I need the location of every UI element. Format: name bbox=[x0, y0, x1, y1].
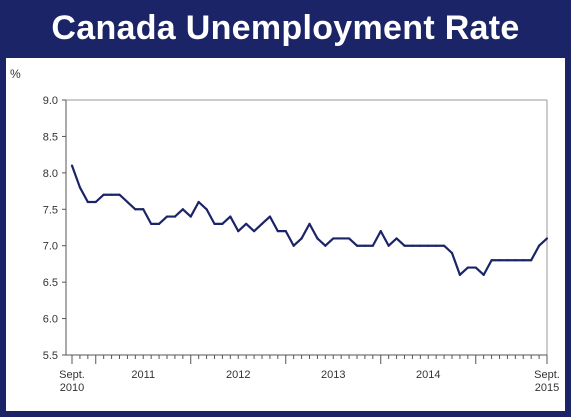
data-point bbox=[371, 244, 374, 247]
data-point bbox=[245, 222, 248, 225]
data-point bbox=[126, 200, 129, 204]
data-point bbox=[221, 222, 224, 225]
data-point bbox=[237, 230, 240, 233]
data-point bbox=[545, 237, 549, 240]
y-tick-label: 6.5 bbox=[43, 277, 58, 289]
data-point bbox=[173, 215, 177, 218]
data-point bbox=[435, 244, 438, 247]
chart-title: Canada Unemployment Rate bbox=[51, 8, 520, 47]
title-banner: Canada Unemployment Rate bbox=[0, 0, 571, 56]
data-point bbox=[197, 200, 200, 204]
x-tick-label: Sept. bbox=[534, 369, 560, 381]
data-point bbox=[355, 244, 359, 247]
y-tick-label: 6.0 bbox=[43, 314, 58, 326]
data-point bbox=[340, 237, 343, 240]
data-point bbox=[94, 200, 97, 204]
data-point bbox=[427, 244, 430, 247]
data-point bbox=[157, 222, 161, 225]
y-axis-unit-label: % bbox=[10, 67, 21, 81]
data-point bbox=[395, 237, 398, 240]
data-point bbox=[466, 266, 469, 269]
data-point bbox=[442, 244, 446, 247]
x-tick-label: 2012 bbox=[226, 369, 250, 381]
data-point bbox=[419, 244, 422, 247]
data-point bbox=[229, 215, 232, 218]
data-point bbox=[324, 244, 327, 247]
data-point bbox=[490, 259, 493, 262]
data-point bbox=[213, 222, 216, 225]
x-tick-sublabel: 2010 bbox=[60, 382, 84, 394]
x-tick-sublabel: 2015 bbox=[535, 382, 559, 394]
data-point bbox=[252, 230, 256, 233]
y-tick-label: 8.5 bbox=[43, 131, 58, 143]
data-point bbox=[276, 230, 279, 233]
data-point bbox=[142, 208, 145, 211]
data-point bbox=[403, 244, 406, 247]
data-point bbox=[514, 259, 517, 262]
data-point bbox=[86, 200, 89, 204]
data-point bbox=[522, 259, 525, 262]
data-point bbox=[498, 259, 501, 262]
data-point bbox=[292, 244, 295, 247]
x-tick-label: Sept. bbox=[59, 369, 85, 381]
data-point bbox=[332, 237, 335, 240]
unemployment-rate-line bbox=[70, 165, 548, 276]
data-point bbox=[387, 244, 390, 247]
data-point bbox=[284, 230, 287, 233]
y-tick-label: 5.5 bbox=[43, 350, 58, 362]
data-point bbox=[379, 230, 382, 233]
y-tick-label: 9.0 bbox=[43, 95, 58, 107]
data-point bbox=[110, 193, 113, 196]
y-tick-label: 7.5 bbox=[43, 204, 58, 216]
data-point bbox=[300, 237, 303, 240]
data-point bbox=[205, 208, 208, 211]
x-tick-label: 2014 bbox=[416, 369, 440, 381]
data-point bbox=[308, 222, 311, 225]
data-point bbox=[150, 222, 153, 225]
data-point bbox=[530, 259, 533, 262]
y-tick-label: 8.0 bbox=[43, 168, 58, 180]
data-point bbox=[482, 273, 485, 276]
chart-panel: % 9.0 8.5 8.0 7.5 7.0 6.5 6.0 5.5 Sept. 2010 2011… bbox=[6, 58, 565, 411]
data-point bbox=[450, 251, 454, 255]
data-point bbox=[118, 193, 121, 196]
data-point bbox=[458, 273, 462, 276]
data-point bbox=[316, 237, 319, 240]
data-point bbox=[537, 244, 541, 247]
series-group bbox=[70, 164, 549, 276]
data-point bbox=[78, 186, 82, 189]
data-point bbox=[506, 259, 509, 262]
data-point bbox=[260, 222, 264, 225]
data-point bbox=[102, 193, 105, 196]
x-tick-label: 2011 bbox=[131, 369, 155, 381]
data-point bbox=[70, 164, 74, 167]
data-point bbox=[165, 215, 169, 218]
line-chart: % 9.08.58.07.57.06.56.05.5 Sept.20102011… bbox=[10, 67, 560, 394]
data-point bbox=[189, 215, 192, 218]
data-point bbox=[474, 266, 477, 269]
data-point bbox=[181, 208, 184, 211]
y-tick-label: 7.0 bbox=[43, 241, 58, 253]
data-point bbox=[411, 244, 414, 247]
data-point bbox=[134, 208, 137, 211]
data-point bbox=[268, 215, 272, 218]
data-point bbox=[363, 244, 367, 247]
data-point bbox=[347, 237, 351, 240]
y-axis: 9.0 8.5 8.0 7.5 7.0 6.5 6.0 5.5 bbox=[43, 95, 548, 362]
x-tick-label: 2013 bbox=[321, 369, 345, 381]
